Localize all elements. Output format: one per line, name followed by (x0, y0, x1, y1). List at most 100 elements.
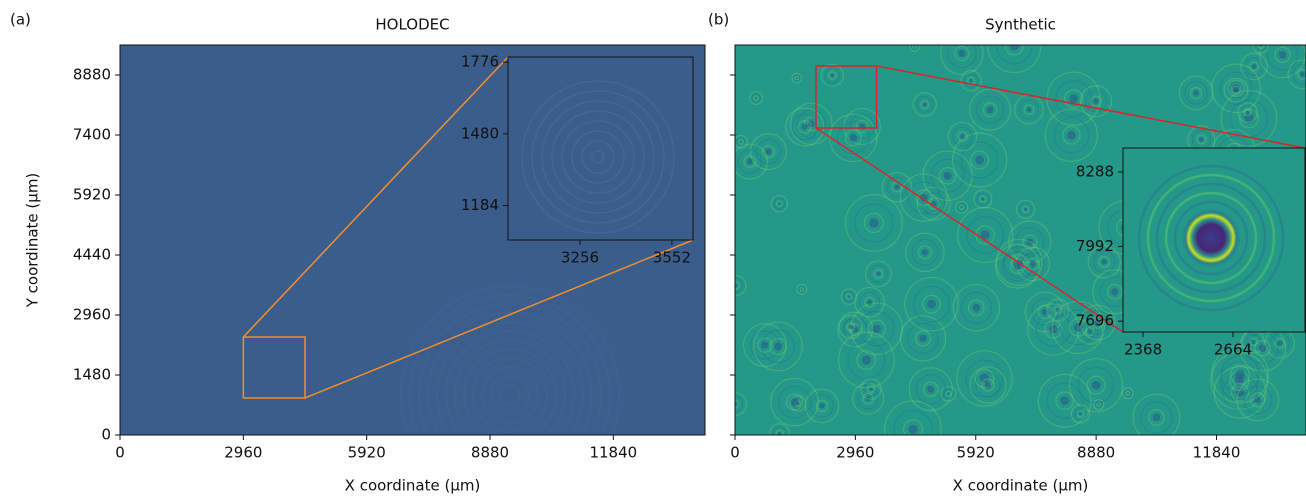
zoom-box (815, 65, 878, 129)
hologram-ring (794, 75, 799, 81)
hologram-ring (770, 377, 819, 427)
hologram-ring (1091, 316, 1105, 329)
hologram-ring (974, 368, 995, 389)
particle (975, 155, 985, 165)
particle (1097, 403, 1100, 406)
hologram-ring (960, 69, 982, 92)
hologram-ring (1046, 298, 1070, 322)
hologram-ring (1132, 393, 1181, 435)
hologram-ring (981, 378, 995, 392)
particle (908, 424, 918, 435)
hologram-ring (761, 145, 776, 159)
hologram-ring (902, 419, 924, 435)
particle (1026, 238, 1034, 246)
hologram-ring (773, 197, 786, 210)
zoom-connector (876, 65, 1306, 149)
hologram-ring (1021, 205, 1030, 214)
hologram-ring (810, 394, 834, 418)
particle (819, 403, 825, 409)
particle (777, 431, 782, 435)
hologram-ring (790, 102, 833, 146)
x-tick-label: 2960 (836, 444, 874, 462)
inset-fringe (1173, 200, 1249, 276)
hologram-ring (1035, 311, 1071, 348)
particle (739, 140, 743, 143)
hologram-ring (843, 107, 881, 146)
hologram-ring (791, 113, 818, 141)
hologram-ring (940, 45, 984, 76)
particle (1069, 94, 1078, 104)
hologram-ring (1189, 86, 1203, 100)
particle (765, 148, 772, 155)
zoom-connector (242, 56, 509, 338)
x-tick-label: 0 (730, 444, 740, 462)
hologram-ring (855, 119, 869, 134)
hologram-ring (969, 88, 1012, 131)
hologram-ring (1245, 333, 1262, 350)
hologram-ring (1015, 227, 1045, 257)
hologram-ring (899, 315, 947, 362)
hologram-ring (778, 385, 811, 419)
particle (972, 303, 981, 312)
hologram-ring (1252, 45, 1270, 54)
hologram-ring (1062, 125, 1081, 145)
hologram-ring (1080, 322, 1099, 341)
hologram-ring (961, 141, 999, 179)
hologram-ring (1023, 104, 1035, 115)
hologram-ring (1223, 77, 1249, 103)
hologram-ring (957, 131, 968, 142)
hologram-ring (1213, 365, 1267, 419)
particle (800, 288, 803, 291)
fringe (481, 366, 539, 424)
particle (1235, 388, 1245, 397)
hologram-ring (1274, 46, 1291, 64)
hologram-ring (859, 311, 895, 347)
hologram-ring (1227, 79, 1245, 97)
hologram-ring (755, 139, 782, 165)
hologram-ring (797, 285, 806, 294)
hologram-ring (856, 350, 877, 370)
hologram-ring (979, 195, 987, 203)
hologram-ring (1287, 59, 1306, 90)
y-tick-label: 1480 (73, 366, 111, 384)
fringe (472, 357, 548, 433)
x-tick-label: 11840 (589, 444, 637, 462)
hologram-ring (735, 278, 744, 293)
fringe (409, 294, 611, 435)
hologram-ring (1044, 108, 1099, 162)
particle (984, 382, 991, 389)
hologram-ring (957, 202, 967, 212)
hologram-ring (799, 287, 804, 292)
hologram-ring (1076, 410, 1085, 418)
hologram-ring (1240, 105, 1255, 120)
hologram-ring (1096, 402, 1101, 407)
hologram-ring (1243, 108, 1252, 117)
hologram-ring (776, 200, 783, 207)
zoom-connector (815, 127, 1124, 333)
hologram-ring (873, 268, 884, 279)
particle (848, 325, 853, 329)
particle (849, 133, 858, 142)
inset-x-tick-label: 3552 (653, 249, 691, 267)
hologram-ring (1073, 407, 1088, 421)
y-tick-label: 8880 (73, 66, 111, 84)
y-tick-label: 5920 (73, 186, 111, 204)
particle (876, 271, 881, 277)
hologram-ring (1184, 81, 1208, 105)
hologram-ring (1274, 337, 1286, 349)
hologram-ring (860, 378, 882, 400)
fringe (400, 285, 620, 435)
hologram-ring (840, 288, 858, 305)
inset-droplet (1181, 208, 1241, 268)
hologram-ring (848, 323, 862, 336)
hologram-ring (770, 194, 789, 213)
particle (1234, 88, 1238, 93)
y-tick-label: 2960 (73, 306, 111, 324)
hologram-ring (909, 45, 920, 52)
inset-y-tick-label: 7696 (1076, 312, 1114, 330)
particle (979, 373, 990, 384)
hologram-ring (922, 381, 939, 398)
hologram-ring (1125, 390, 1131, 396)
hologram-ring (947, 45, 977, 69)
particle (872, 324, 882, 334)
